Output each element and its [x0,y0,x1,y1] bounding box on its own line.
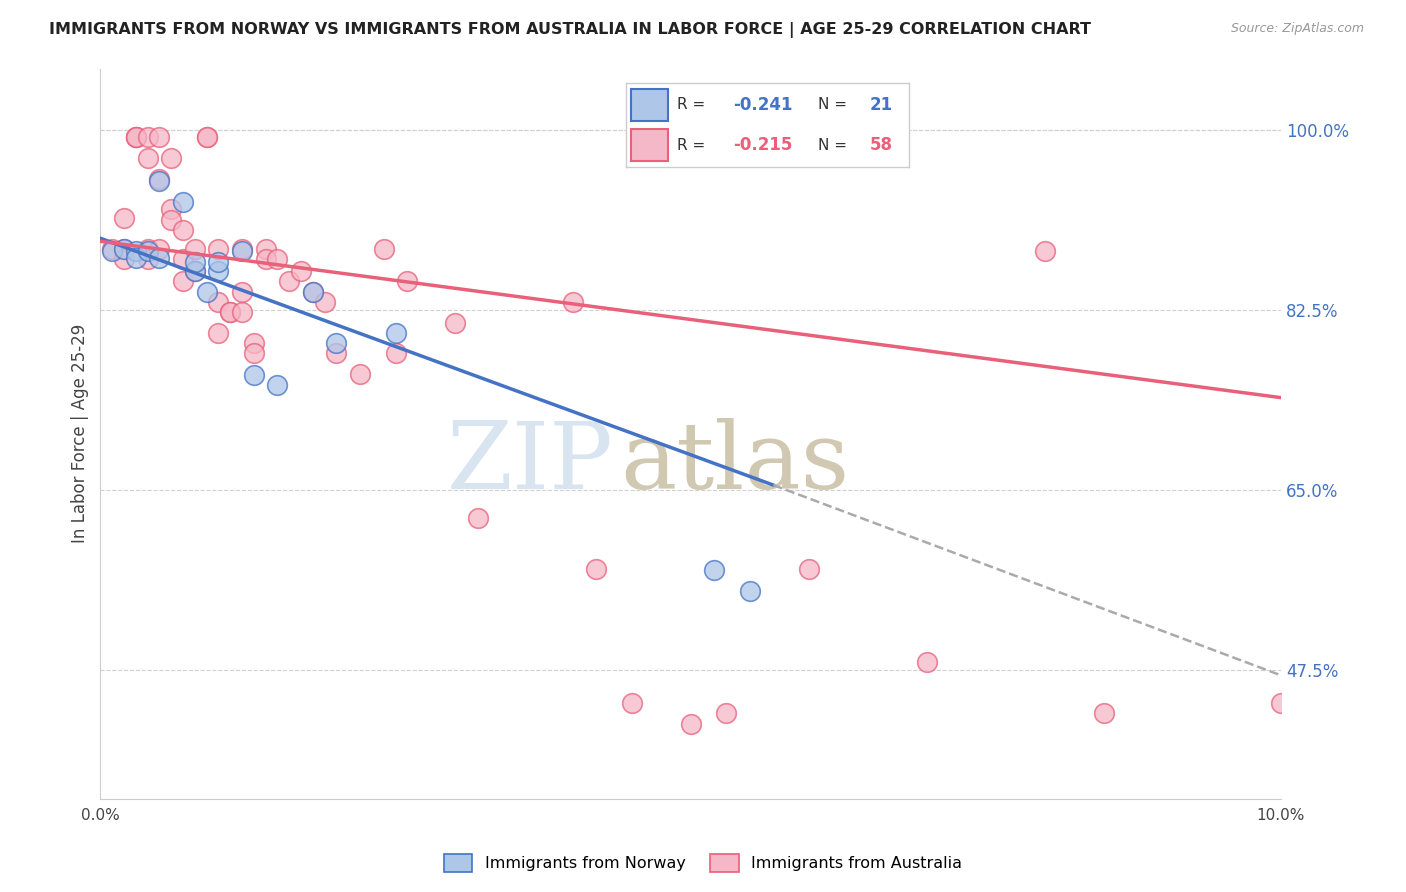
Point [219,305,242,319]
Point [243,336,266,351]
Point [136,252,159,266]
Text: atlas: atlas [620,417,849,508]
Point [243,346,266,360]
Point [585,562,607,576]
Point [1033,244,1056,258]
Point [325,336,347,351]
Point [314,295,336,310]
Point [112,242,135,256]
Point [160,202,183,217]
Point [278,274,301,288]
Point [160,151,183,165]
Point [136,151,159,165]
Point [101,242,124,256]
Point [620,696,643,710]
Point [254,242,277,256]
Point [302,285,325,299]
Point [172,223,194,237]
Point [1270,696,1292,710]
Point [207,295,229,310]
Point [231,242,253,256]
Point [184,264,207,278]
Point [125,130,148,145]
Point [797,562,820,576]
Point [254,252,277,266]
Point [219,305,242,319]
Point [160,212,183,227]
Point [561,295,583,310]
Point [915,655,938,669]
Point [266,252,288,266]
Point [679,716,702,731]
Point [207,255,229,269]
Point [148,242,170,256]
Legend: Immigrants from Norway, Immigrants from Australia: Immigrants from Norway, Immigrants from … [436,847,970,880]
Point [384,346,406,360]
Point [207,264,229,278]
Point [172,195,194,210]
Point [125,244,148,258]
Text: IMMIGRANTS FROM NORWAY VS IMMIGRANTS FROM AUSTRALIA IN LABOR FORCE | AGE 25-29 C: IMMIGRANTS FROM NORWAY VS IMMIGRANTS FRO… [49,22,1091,38]
Point [195,130,218,145]
Point [125,130,148,145]
Point [231,244,253,258]
Point [231,305,253,319]
Point [325,346,347,360]
Point [101,244,124,258]
Point [290,264,312,278]
Point [349,367,371,381]
Point [172,252,194,266]
Point [231,285,253,299]
Point [703,563,725,577]
Point [125,130,148,145]
Point [207,326,229,340]
Point [112,242,135,256]
Point [266,378,288,392]
Point [467,511,489,525]
Point [136,244,159,258]
Point [1092,706,1115,721]
Point [172,274,194,288]
Point [714,706,737,721]
Point [243,368,266,382]
Point [207,242,229,256]
Point [136,130,159,145]
Point [302,285,325,299]
Point [125,251,148,265]
Point [195,285,218,299]
Text: Source: ZipAtlas.com: Source: ZipAtlas.com [1230,22,1364,36]
Point [184,264,207,278]
Point [396,274,419,288]
Point [148,130,170,145]
Point [148,251,170,265]
Point [195,130,218,145]
Point [112,252,135,266]
Point [184,255,207,269]
Text: ZIP: ZIP [447,417,614,508]
Point [738,584,761,599]
Point [136,242,159,256]
Point [373,242,395,256]
Point [184,242,207,256]
Point [384,326,406,340]
Point [148,173,170,187]
Point [148,171,170,186]
Point [443,316,465,330]
Point [112,211,135,225]
Y-axis label: In Labor Force | Age 25-29: In Labor Force | Age 25-29 [72,324,89,543]
